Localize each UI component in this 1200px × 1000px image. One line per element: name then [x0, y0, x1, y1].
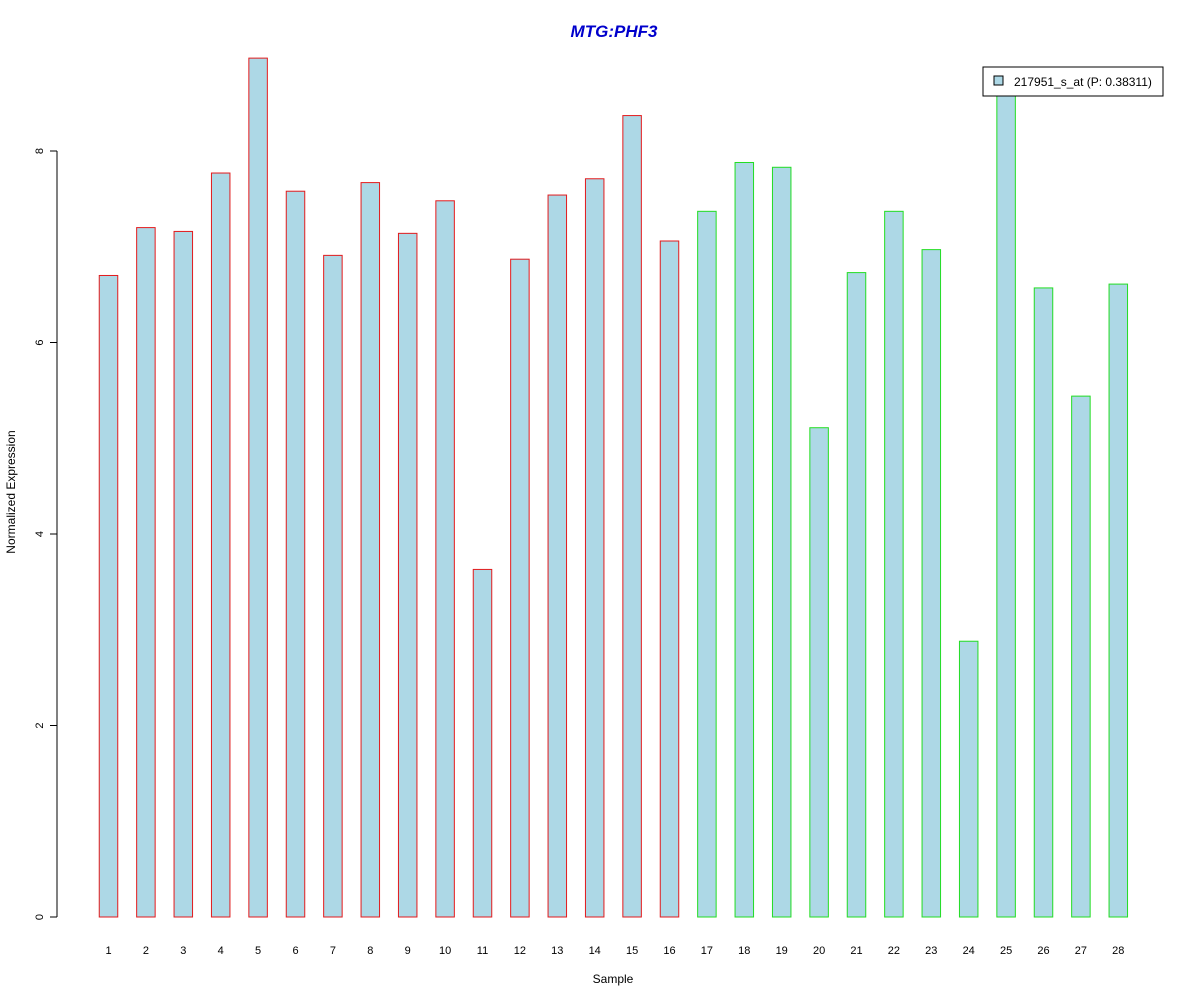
bar: [846, 272, 867, 918]
x-tick-label: 20: [813, 945, 825, 957]
x-tick-label: 4: [218, 945, 224, 957]
bar: [697, 210, 717, 918]
bar: [360, 182, 381, 918]
bar: [173, 230, 194, 918]
x-tick-label: 26: [1037, 945, 1049, 957]
x-tick-label: 6: [292, 945, 298, 957]
bar: [98, 274, 119, 918]
bar: [136, 227, 156, 918]
legend-box: [982, 66, 1164, 97]
x-tick-label: 1: [105, 945, 111, 957]
x-axis-label: Sample: [593, 972, 634, 986]
y-tick-label: 2: [34, 722, 46, 728]
y-axis: 0 2 4 6 8: [34, 148, 58, 920]
x-tick-label: 12: [514, 945, 526, 957]
x-tick-label: 9: [405, 945, 411, 957]
x-tick-label: 5: [255, 945, 261, 957]
bar: [659, 240, 680, 918]
bar: [1033, 287, 1054, 918]
x-tick-label: 25: [1000, 945, 1012, 957]
y-tick-label: 8: [34, 148, 46, 154]
bar: [584, 178, 605, 918]
bar: [809, 427, 829, 918]
bar: [734, 161, 755, 918]
bar: [435, 200, 455, 918]
x-tick-label: 7: [330, 945, 336, 957]
bar: [472, 568, 493, 918]
bar: [248, 57, 268, 918]
legend-label: 217951_s_at (P: 0.38311): [1014, 75, 1152, 89]
bar: [547, 194, 568, 918]
bar: [771, 166, 792, 918]
x-tick-label: 17: [701, 945, 713, 957]
bar: [996, 73, 1016, 918]
bar: [323, 254, 343, 918]
bar: [285, 190, 306, 918]
x-tick-label: 3: [180, 945, 186, 957]
x-tick-label: 27: [1075, 945, 1087, 957]
x-tick-label: 19: [776, 945, 788, 957]
bar: [921, 249, 942, 918]
bar: [884, 210, 904, 918]
x-tick-label: 8: [367, 945, 373, 957]
x-tick-label: 14: [589, 945, 601, 957]
y-tick-label: 0: [34, 914, 46, 920]
x-tick-label: 2: [143, 945, 149, 957]
bar: [1108, 283, 1129, 918]
bar: [1071, 395, 1091, 918]
y-axis-label: Normalized Expression: [4, 430, 18, 553]
x-tick-label: 15: [626, 945, 638, 957]
bar: [397, 232, 418, 918]
bar: [958, 640, 979, 918]
x-tick-labels: 1 2 3 4 5 6 7 8 9 10 11 12 13 14 15 16 17 18 19 20 21 22 23 24 2…: [105, 945, 1124, 957]
x-tick-label: 21: [850, 945, 862, 957]
x-tick-label: 28: [1112, 945, 1124, 957]
y-tick-label: 6: [34, 339, 46, 345]
chart-title: MTG:PHF3: [571, 22, 658, 41]
x-tick-label: 11: [477, 945, 488, 957]
x-tick-label: 22: [888, 945, 900, 957]
legend-swatch: [993, 75, 1004, 86]
bar: [622, 115, 642, 918]
legend: 217951_s_at (P: 0.38311): [982, 66, 1164, 97]
x-tick-label: 23: [925, 945, 937, 957]
x-tick-label: 18: [738, 945, 750, 957]
y-tick-label: 4: [34, 531, 46, 537]
x-tick-label: 16: [663, 945, 675, 957]
bar: [210, 172, 231, 918]
x-tick-label: 10: [439, 945, 451, 957]
x-tick-label: 13: [551, 945, 563, 957]
bar: [510, 258, 530, 918]
bars: [98, 57, 1129, 918]
x-tick-label: 24: [963, 945, 975, 957]
